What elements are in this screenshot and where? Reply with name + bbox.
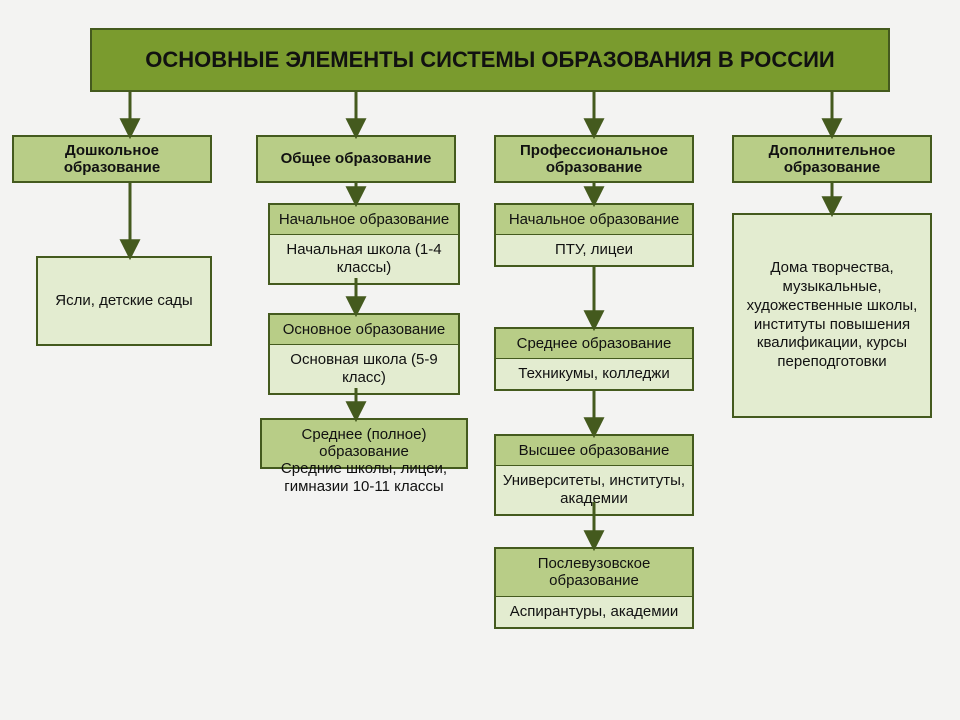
category-professional: Профессиональное образование (494, 135, 694, 183)
general-primary-block: Начальное образование Начальная школа (1… (268, 203, 460, 285)
general-primary-body: Начальная школа (1-4 классы) (270, 235, 458, 283)
category-general-label: Общее образование (281, 150, 432, 167)
prof-higher-body: Университеты, институты, академии (496, 466, 692, 514)
additional-box: Дома творчества, музыкальные, художестве… (732, 213, 932, 418)
prof-postgrad-head: Послевузовское образование (496, 549, 692, 597)
diagram-title-text: ОСНОВНЫЕ ЭЛЕМЕНТЫ СИСТЕМЫ ОБРАЗОВАНИЯ В … (145, 47, 835, 73)
general-secondary-body: Средние школы, лицеи, гимназии 10-11 кла… (264, 460, 464, 496)
prof-higher-head: Высшее образование (496, 436, 692, 466)
additional-box-text: Дома творчества, музыкальные, художестве… (742, 259, 922, 372)
preschool-box: Ясли, детские сады (36, 256, 212, 346)
prof-primary-block: Начальное образование ПТУ, лицеи (494, 203, 694, 267)
category-preschool-label: Дошкольное образование (20, 142, 204, 177)
category-professional-label: Профессиональное образование (502, 142, 686, 177)
general-primary-head: Начальное образование (270, 205, 458, 235)
category-general: Общее образование (256, 135, 456, 183)
prof-primary-body: ПТУ, лицеи (496, 235, 692, 265)
category-preschool: Дошкольное образование (12, 135, 212, 183)
diagram-title: ОСНОВНЫЕ ЭЛЕМЕНТЫ СИСТЕМЫ ОБРАЗОВАНИЯ В … (90, 28, 890, 92)
prof-postgrad-body: Аспирантуры, академии (496, 597, 692, 627)
prof-postgrad-block: Послевузовское образование Аспирантуры, … (494, 547, 694, 629)
prof-secondary-block: Среднее образование Техникумы, колледжи (494, 327, 694, 391)
prof-secondary-head: Среднее образование (496, 329, 692, 359)
general-basic-block: Основное образование Основная школа (5-9… (268, 313, 460, 395)
category-additional-label: Дополнительное образование (740, 142, 924, 177)
general-basic-body: Основная школа (5-9 класс) (270, 345, 458, 393)
prof-secondary-body: Техникумы, колледжи (496, 359, 692, 389)
preschool-box-text: Ясли, детские сады (55, 292, 192, 311)
category-additional: Дополнительное образование (732, 135, 932, 183)
general-basic-head: Основное образование (270, 315, 458, 345)
prof-primary-head: Начальное образование (496, 205, 692, 235)
prof-higher-block: Высшее образование Университеты, институ… (494, 434, 694, 516)
